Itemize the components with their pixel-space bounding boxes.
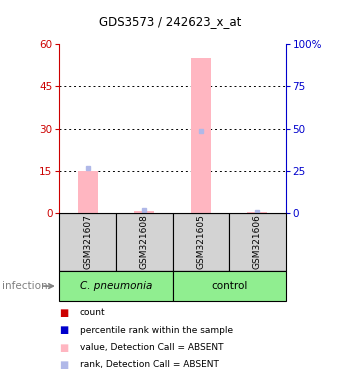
Text: GDS3573 / 242623_x_at: GDS3573 / 242623_x_at xyxy=(99,15,241,28)
Text: GSM321607: GSM321607 xyxy=(83,215,92,269)
Bar xyxy=(248,212,267,213)
Text: ■: ■ xyxy=(59,360,69,370)
Text: ■: ■ xyxy=(59,325,69,335)
Text: ■: ■ xyxy=(59,343,69,353)
Text: rank, Detection Call = ABSENT: rank, Detection Call = ABSENT xyxy=(80,360,219,369)
Bar xyxy=(116,213,173,271)
Text: value, Detection Call = ABSENT: value, Detection Call = ABSENT xyxy=(80,343,223,352)
Bar xyxy=(134,211,154,213)
Bar xyxy=(191,58,211,213)
Text: GSM321605: GSM321605 xyxy=(196,215,205,269)
Text: infection: infection xyxy=(2,281,47,291)
Text: count: count xyxy=(80,308,105,318)
Text: C. pneumonia: C. pneumonia xyxy=(80,281,152,291)
Bar xyxy=(229,213,286,271)
Text: GSM321606: GSM321606 xyxy=(253,215,262,269)
Bar xyxy=(59,213,116,271)
Text: control: control xyxy=(211,281,247,291)
Bar xyxy=(173,213,229,271)
Bar xyxy=(173,271,286,301)
Bar xyxy=(59,271,173,301)
Text: ■: ■ xyxy=(59,308,69,318)
Text: GSM321608: GSM321608 xyxy=(140,215,149,269)
Text: percentile rank within the sample: percentile rank within the sample xyxy=(80,326,233,335)
Bar xyxy=(78,171,98,213)
